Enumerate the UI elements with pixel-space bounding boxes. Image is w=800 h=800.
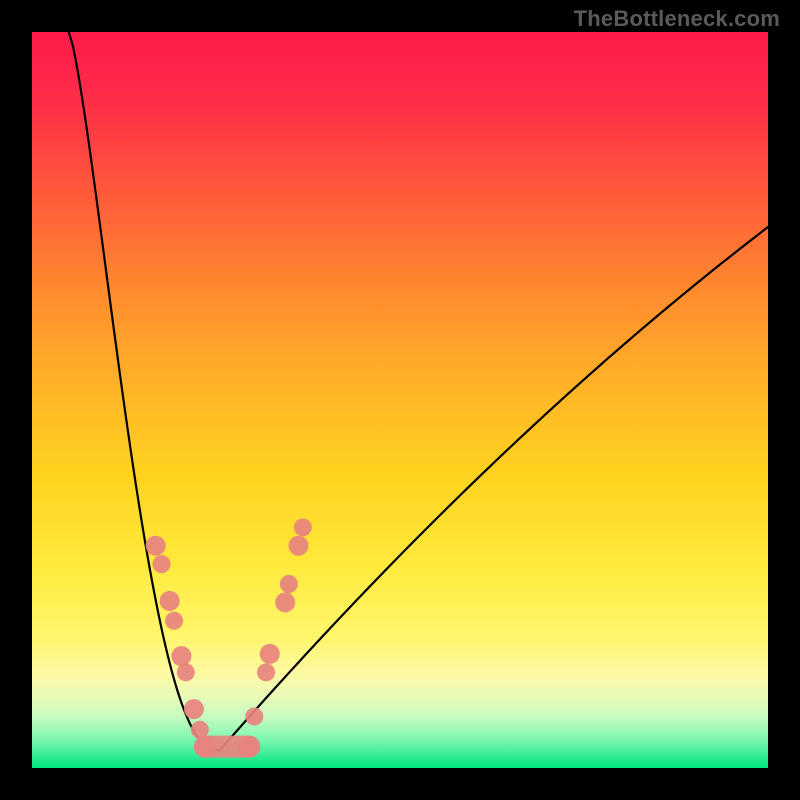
chart-stage: TheBottleneck.com <box>0 0 800 800</box>
watermark-text: TheBottleneck.com <box>574 6 780 32</box>
plot-gradient-background <box>32 32 768 768</box>
